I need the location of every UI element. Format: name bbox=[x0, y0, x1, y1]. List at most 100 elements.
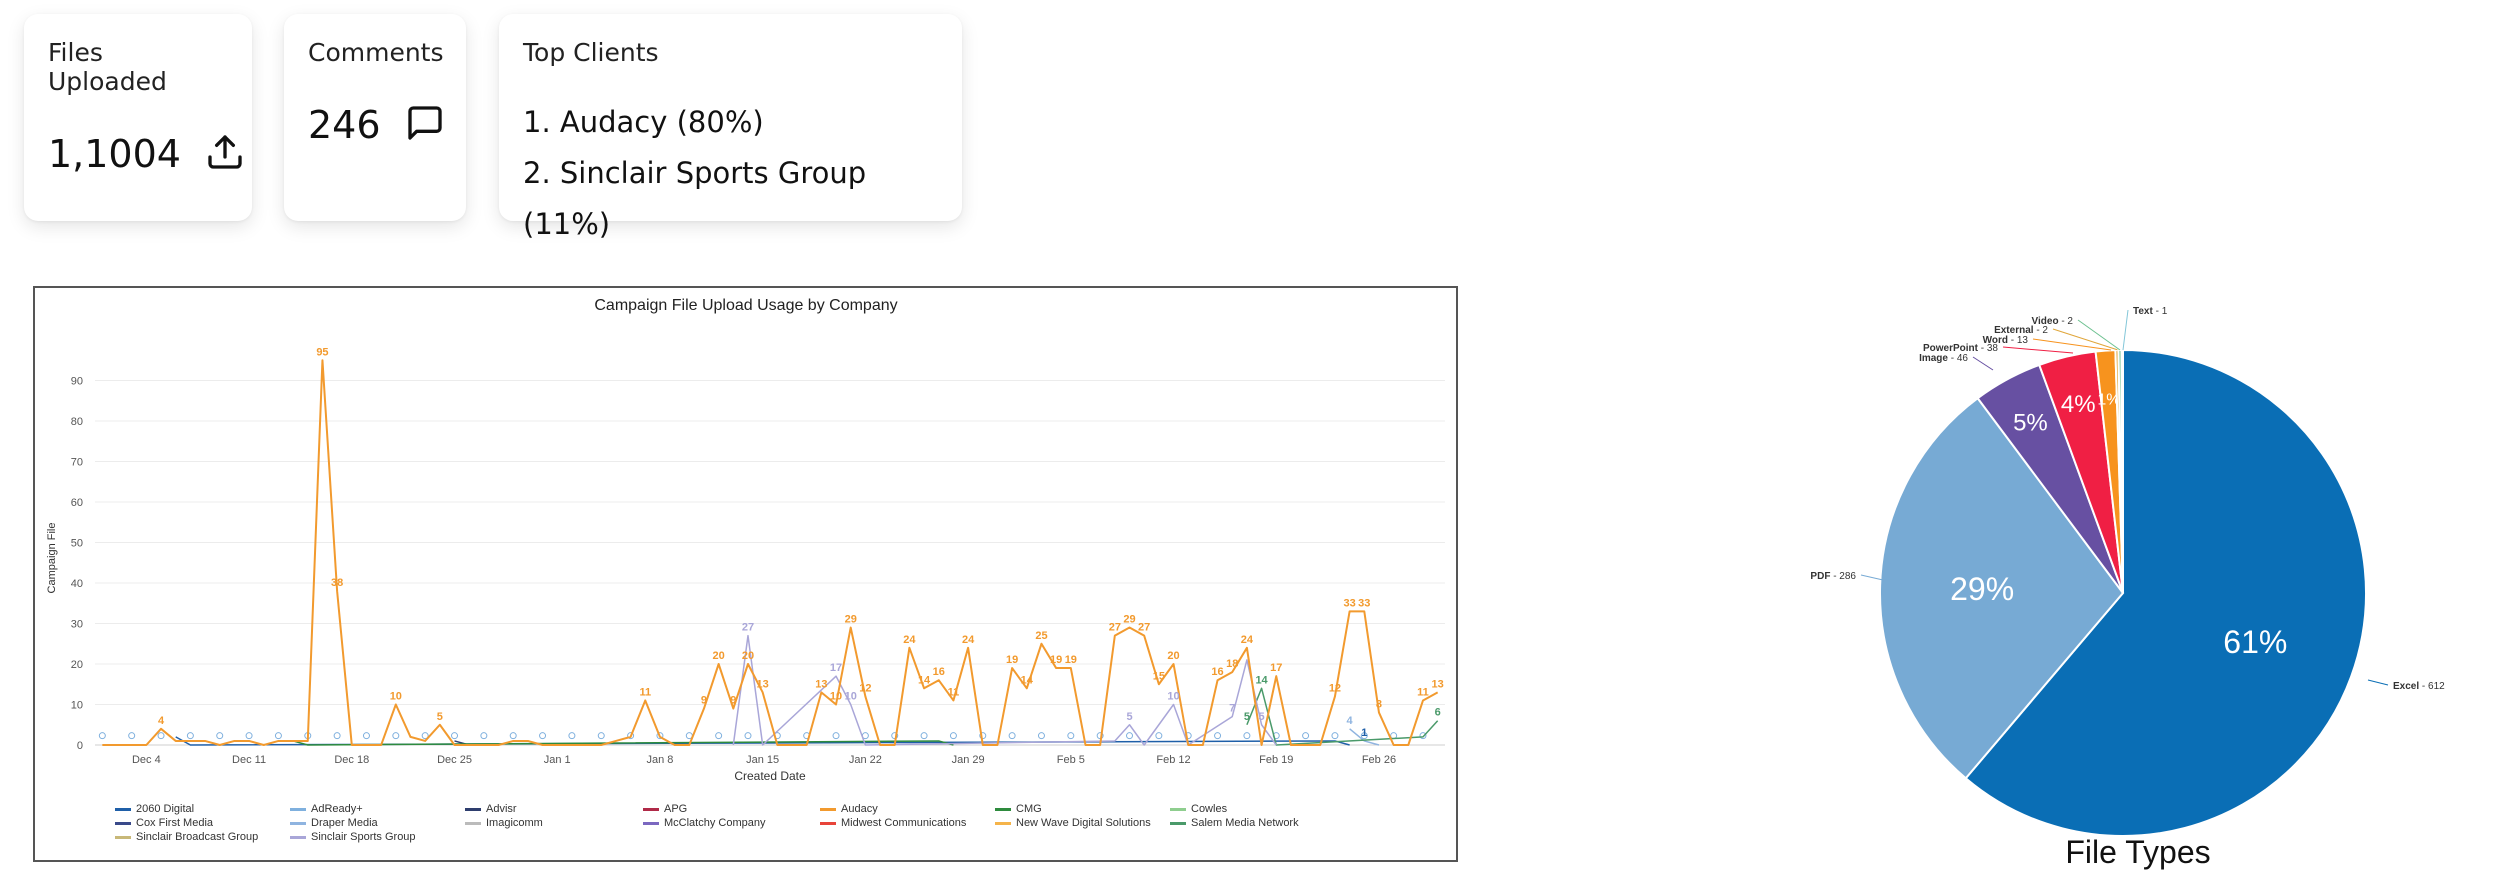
baseline-marker bbox=[1243, 732, 1251, 740]
legend-item[interactable]: New Wave Digital Solutions bbox=[995, 817, 1151, 829]
legend-swatch bbox=[290, 807, 306, 811]
data-label: 27 bbox=[1138, 622, 1150, 634]
baseline-marker bbox=[1331, 732, 1339, 740]
data-label: 16 bbox=[933, 666, 945, 678]
legend-item[interactable]: Cox First Media bbox=[115, 817, 213, 829]
data-label: 12 bbox=[859, 682, 871, 694]
pie-slice-excel[interactable] bbox=[1964, 348, 2367, 837]
legend-swatch bbox=[995, 821, 1011, 825]
baseline-marker bbox=[1126, 732, 1134, 740]
data-label: 12 bbox=[1329, 682, 1341, 694]
x-tick-label: Dec 25 bbox=[437, 754, 472, 766]
legend-swatch bbox=[995, 807, 1011, 811]
data-label: 10 bbox=[845, 691, 857, 703]
baseline-marker bbox=[157, 732, 165, 740]
baseline-marker bbox=[715, 732, 723, 740]
legend-item[interactable]: Cowles bbox=[1170, 803, 1227, 815]
legend-swatch bbox=[820, 807, 836, 811]
data-label: 24 bbox=[903, 634, 916, 646]
data-label: 24 bbox=[962, 634, 975, 646]
data-label: 15 bbox=[1153, 670, 1165, 682]
baseline-marker bbox=[1155, 732, 1163, 740]
x-axis-label: Created Date bbox=[734, 769, 806, 783]
pie-percent-label: 1% bbox=[2097, 392, 2120, 409]
legend-item[interactable]: Midwest Communications bbox=[820, 817, 966, 829]
legend-label: 2060 Digital bbox=[136, 803, 195, 815]
data-label: 4 bbox=[158, 715, 165, 727]
file-types-chart: 61% Excel - 612 29% PDF - 286 5% Image - 46 4%… bbox=[1780, 290, 2480, 871]
top-clients-list: 1. Audacy (80%) 2. Sinclair Sports Group… bbox=[523, 97, 938, 250]
legend-swatch bbox=[115, 821, 131, 825]
legend-item[interactable]: Draper Media bbox=[290, 817, 378, 829]
baseline-marker bbox=[744, 732, 752, 740]
legend-item[interactable]: Audacy bbox=[820, 803, 878, 815]
pie-percent-label: 4% bbox=[2061, 391, 2096, 418]
data-label: 13 bbox=[757, 678, 769, 690]
chart-title: Campaign File Upload Usage by Company bbox=[594, 297, 897, 314]
data-label: 13 bbox=[815, 678, 827, 690]
baseline-marker bbox=[832, 732, 840, 740]
x-tick-label: Feb 12 bbox=[1156, 754, 1190, 766]
data-label: 10 bbox=[830, 691, 842, 703]
pie-outer-label: PowerPoint - 38 bbox=[1923, 343, 1998, 354]
files-uploaded-card: Files Uploaded 1,1004 bbox=[24, 14, 252, 221]
baseline-marker bbox=[1214, 732, 1222, 740]
legend-swatch bbox=[1170, 821, 1186, 825]
legend-item[interactable]: Imagicomm bbox=[465, 817, 543, 829]
legend-swatch bbox=[1170, 807, 1186, 811]
legend-item[interactable]: McClatchy Company bbox=[643, 817, 765, 829]
pie-outer-label: Word - 13 bbox=[1983, 335, 2029, 346]
legend-item[interactable]: APG bbox=[643, 803, 687, 815]
baseline-marker bbox=[597, 732, 605, 740]
data-label: 25 bbox=[1035, 630, 1047, 642]
series-line-audacy bbox=[102, 359, 1439, 746]
baseline-marker bbox=[1419, 732, 1427, 740]
data-label: 5 bbox=[1126, 711, 1132, 723]
top-clients-card: Top Clients 1. Audacy (80%) 2. Sinclair … bbox=[499, 14, 962, 241]
legend-label: Salem Media Network bbox=[1191, 817, 1299, 829]
series-line-salem-media-network bbox=[1246, 687, 1439, 746]
legend-item[interactable]: Salem Media Network bbox=[1170, 817, 1299, 829]
baseline-marker bbox=[480, 732, 488, 740]
data-label: 24 bbox=[1241, 634, 1254, 646]
legend-item[interactable]: Advisr bbox=[465, 803, 517, 815]
data-label: 17 bbox=[830, 662, 842, 674]
y-tick-label: 70 bbox=[71, 457, 83, 469]
x-tick-label: Jan 15 bbox=[746, 754, 779, 766]
baseline-marker bbox=[568, 732, 576, 740]
x-tick-label: Jan 8 bbox=[646, 754, 673, 766]
baseline-marker bbox=[1360, 732, 1368, 740]
pie-leader-line bbox=[1860, 574, 1884, 581]
pie-percent-label: 61% bbox=[2223, 624, 2287, 660]
baseline-marker bbox=[1302, 732, 1310, 740]
data-label: 8 bbox=[1376, 699, 1382, 711]
baseline-marker bbox=[920, 732, 928, 740]
campaign-upload-chart: Campaign File Upload Usage by Company 0 10… bbox=[33, 286, 1458, 862]
legend-label: Draper Media bbox=[311, 817, 378, 829]
pie-slice-pdf[interactable] bbox=[1879, 396, 2125, 780]
top-client-item: 1. Audacy (80%) bbox=[523, 105, 764, 139]
baseline-marker bbox=[509, 732, 517, 740]
y-tick-label: 0 bbox=[77, 740, 83, 752]
legend-item[interactable]: 2060 Digital bbox=[115, 803, 194, 815]
legend-item[interactable]: AdReady+ bbox=[290, 803, 363, 815]
x-tick-label: Jan 22 bbox=[849, 754, 882, 766]
pie-percent-label: 5% bbox=[2013, 409, 2048, 436]
pie-slice-text[interactable] bbox=[2120, 348, 2124, 594]
legend-item[interactable]: CMG bbox=[995, 803, 1042, 815]
pie-outer-label: Video - 2 bbox=[2032, 316, 2074, 327]
baseline-marker bbox=[362, 732, 370, 740]
pie-outer-label: Image - 46 bbox=[1919, 353, 1968, 364]
data-label: 11 bbox=[948, 686, 960, 698]
y-tick-label: 30 bbox=[71, 619, 83, 631]
y-tick-label: 20 bbox=[71, 659, 83, 671]
data-label: 13 bbox=[1432, 678, 1444, 690]
pie-leader-line bbox=[2122, 309, 2129, 351]
series-line-sinclair-sports-group bbox=[732, 634, 1277, 746]
legend-item[interactable]: Sinclair Broadcast Group bbox=[115, 831, 258, 843]
y-tick-label: 60 bbox=[71, 497, 83, 509]
series-line-draper-media bbox=[1349, 728, 1380, 746]
data-label: 33 bbox=[1358, 597, 1370, 609]
legend-item[interactable]: Sinclair Sports Group bbox=[290, 831, 416, 843]
y-tick-label: 50 bbox=[71, 538, 83, 550]
